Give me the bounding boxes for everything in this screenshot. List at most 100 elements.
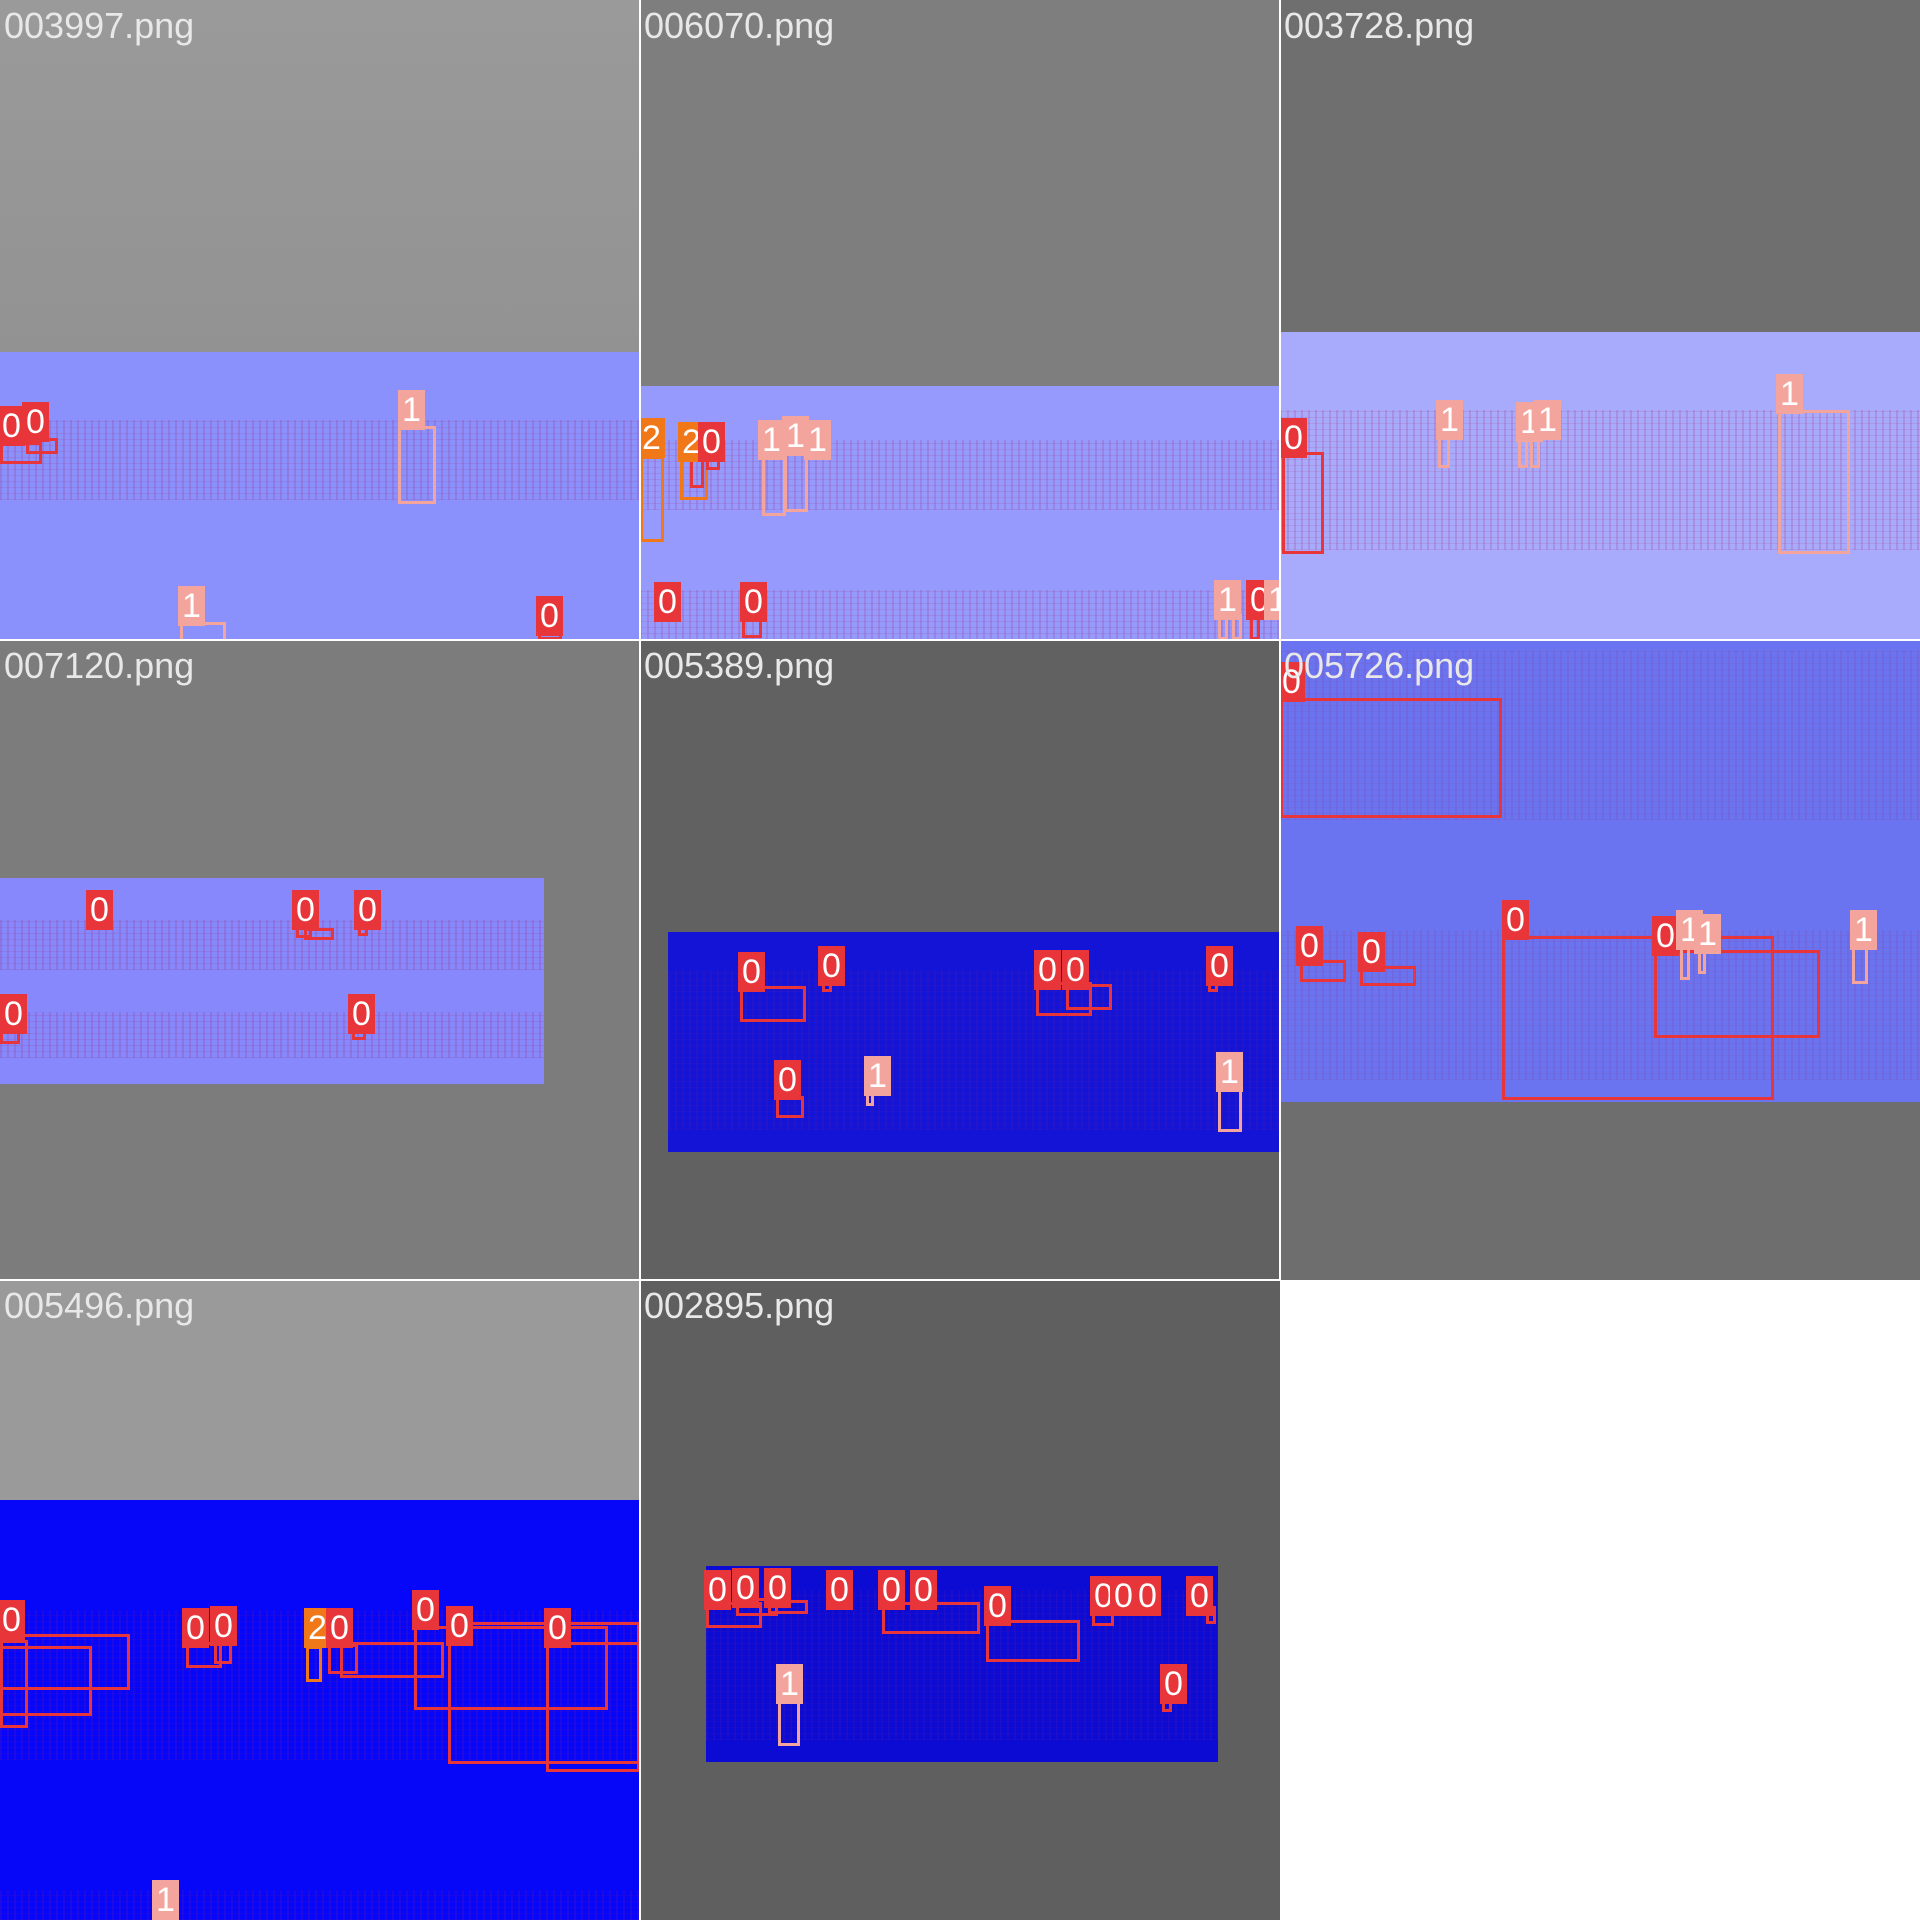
detection-label: 0: [738, 952, 765, 992]
detection-label: 0: [654, 582, 681, 622]
detection-label: 1: [864, 1056, 891, 1096]
detection-label: 1: [1694, 914, 1721, 954]
image-band: [668, 932, 1280, 1152]
detection-label: 0: [1160, 1664, 1187, 1704]
grid-divider: [0, 639, 1920, 641]
detection-label: 1: [1214, 580, 1241, 620]
detection-label: 0: [910, 1570, 937, 1610]
image-band: [1280, 332, 1920, 640]
detection-label: 0: [1134, 1576, 1161, 1616]
image-band: [0, 1500, 640, 1920]
detection-label: 2: [640, 418, 665, 458]
detection-label: 0: [704, 1570, 731, 1610]
noise-texture: [0, 420, 640, 500]
detection-label: 1: [1850, 910, 1877, 950]
detection-box: [414, 1626, 608, 1710]
detection-label: 0: [182, 1608, 209, 1648]
noise-texture: [668, 970, 1280, 1130]
detection-label: 0: [1280, 662, 1305, 702]
image-tile-005726: 005726.png 0 0 0 0 0 1 1 1: [1280, 640, 1920, 1280]
detection-box: [1360, 966, 1416, 986]
detection-label: 0: [1296, 926, 1323, 966]
detection-label: 0: [764, 1568, 791, 1608]
detection-label: 0: [22, 402, 49, 442]
detection-box: [546, 1642, 640, 1772]
detection-label: 0: [544, 1608, 571, 1648]
detection-label: 1: [804, 420, 831, 460]
detection-box: [1300, 960, 1346, 982]
noise-texture: [0, 1890, 640, 1920]
detection-box: [1852, 946, 1868, 984]
detection-box: [740, 986, 806, 1022]
tile-filename: 006070.png: [644, 5, 835, 46]
detection-label: 0: [1062, 950, 1089, 990]
detection-label: 0: [536, 596, 563, 636]
tile-filename: 005726.png: [1284, 645, 1475, 686]
detection-label: 0: [412, 1590, 439, 1630]
detection-label: 0: [354, 890, 381, 930]
detection-label: 0: [1652, 916, 1679, 956]
detection-label: 1: [1776, 374, 1803, 414]
detection-box: [1778, 410, 1850, 554]
noise-texture: [0, 920, 544, 970]
detection-box: [1654, 950, 1820, 1038]
detection-label: 1: [758, 420, 785, 460]
detection-label: 0: [818, 946, 845, 986]
image-tile-006070: 006070.png 2 2 0 1 1 1 0 0 1 0 1: [640, 0, 1280, 640]
detection-label: 0: [0, 406, 25, 446]
detection-label: 0: [878, 1570, 905, 1610]
image-band: [1280, 640, 1920, 1102]
grid-divider: [0, 1279, 1280, 1281]
detection-label: 0: [210, 1606, 237, 1646]
noise-texture: [1280, 410, 1920, 550]
detection-label: 0: [0, 994, 27, 1034]
detection-box: [0, 1640, 28, 1728]
detection-label: 0: [292, 890, 319, 930]
detection-label: 0: [446, 1606, 473, 1646]
image-band: [0, 352, 640, 640]
detection-box: [1280, 698, 1502, 818]
detection-label: 0: [86, 890, 113, 930]
detection-label: 1: [398, 390, 425, 430]
noise-texture: [1280, 650, 1920, 820]
detection-label: 0: [740, 582, 767, 622]
detection-label: 0: [698, 422, 725, 462]
noise-texture: [640, 440, 1280, 510]
detection-label: 0: [984, 1586, 1011, 1626]
grid-divider: [639, 0, 641, 1920]
detection-label: 1: [1216, 1052, 1243, 1092]
detection-label: 0: [1206, 946, 1233, 986]
detection-label: 0: [0, 1600, 25, 1640]
image-tile-003997: 003997.png 0 0 1 1 0: [0, 0, 640, 640]
tile-filename: 002895.png: [644, 1285, 835, 1326]
tile-filename: 007120.png: [4, 645, 195, 686]
detection-box: [1502, 936, 1774, 1100]
detection-label: 1: [1534, 400, 1561, 440]
detection-label: 0: [826, 1570, 853, 1610]
noise-texture: [1280, 930, 1920, 1080]
image-tile-005389: 005389.png 0 0 0 0 0 0 1 1: [640, 640, 1280, 1280]
detection-label: 0: [732, 1568, 759, 1608]
detection-box: [784, 452, 808, 512]
detection-label: 0: [348, 994, 375, 1034]
detection-box: [1282, 452, 1324, 554]
image-tile-003728: 003728.png 0 1 1 1 1: [1280, 0, 1920, 640]
detection-label: 1: [152, 1880, 179, 1920]
detection-box: [1066, 984, 1112, 1010]
detection-box: [640, 456, 664, 542]
image-tile-005496: 005496.png 0 0 0 2 0 0 0 0 1: [0, 1280, 640, 1920]
tile-filename: 005496.png: [4, 1285, 195, 1326]
detection-box: [1218, 1088, 1242, 1132]
tile-filename: 005389.png: [644, 645, 835, 686]
tile-filename: 003728.png: [1284, 5, 1475, 46]
detection-box: [762, 454, 786, 516]
detection-label: 0: [1280, 418, 1307, 458]
image-tile-002895: 002895.png 0 0 0 0 0 0 0 0 0 0 0 1 0: [640, 1280, 1280, 1920]
detection-label: 0: [1186, 1576, 1213, 1616]
detection-label: 1: [776, 1664, 803, 1704]
detection-label: 1: [1264, 580, 1280, 620]
detection-box: [778, 1700, 800, 1746]
detection-box: [306, 1646, 322, 1682]
detection-label: 0: [1034, 950, 1061, 990]
detection-box: [986, 1620, 1080, 1662]
